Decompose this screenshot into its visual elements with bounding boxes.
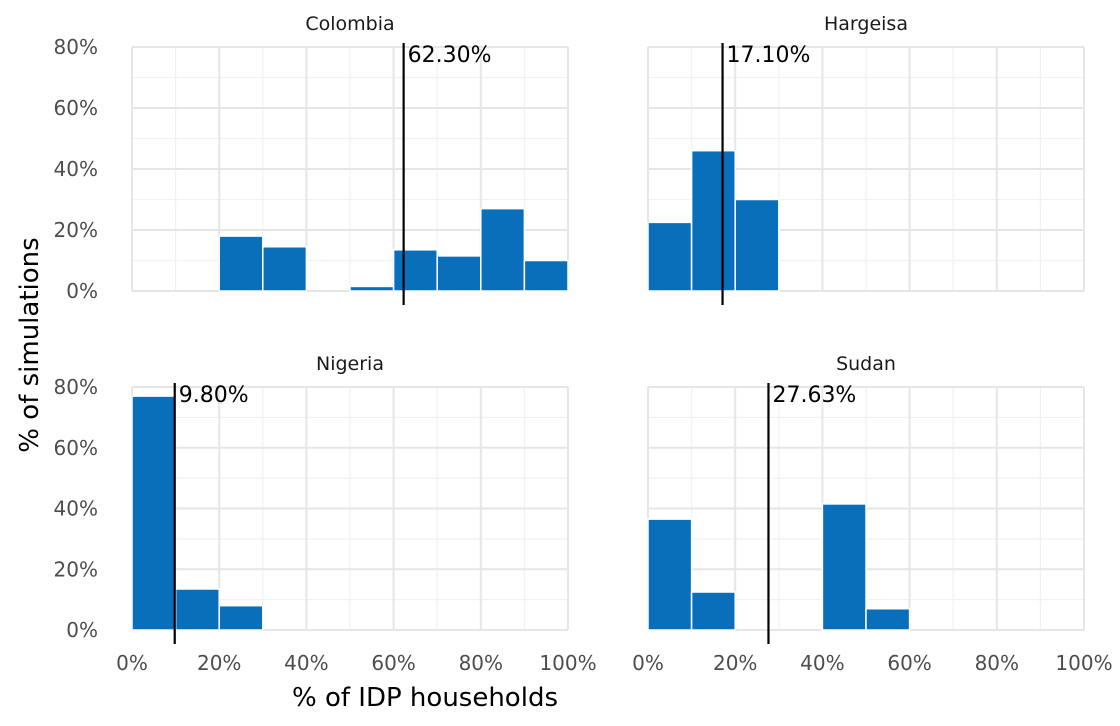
panel-title: Colombia bbox=[305, 13, 394, 35]
y-tick-label: 80% bbox=[54, 35, 98, 59]
y-tick-label: 40% bbox=[54, 497, 98, 521]
panels-layer: 62.30% Colombia 0% 20% 40% 60% 80% 17.10% Hargei… bbox=[54, 13, 1113, 675]
panel-colombia: 62.30% Colombia 0% 20% 40% 60% 80% bbox=[54, 13, 569, 305]
y-tick-label: 60% bbox=[54, 436, 98, 460]
reference-label: 17.10% bbox=[727, 43, 811, 68]
y-tick-label: 80% bbox=[54, 375, 98, 399]
panel-title: Sudan bbox=[836, 353, 896, 375]
x-tick-label: 0% bbox=[116, 651, 148, 675]
reference-label: 62.30% bbox=[408, 43, 492, 68]
histogram-bar bbox=[690, 591, 736, 631]
panel-title: Hargeisa bbox=[824, 13, 908, 35]
y-tick-label: 20% bbox=[54, 218, 98, 242]
histogram-bar bbox=[218, 604, 264, 631]
x-tick-label: 100% bbox=[539, 651, 596, 675]
y-tick-label: 0% bbox=[66, 279, 98, 303]
histogram-bar bbox=[349, 285, 395, 292]
histogram-bar bbox=[262, 246, 308, 292]
histogram-bar bbox=[218, 235, 264, 292]
histogram-bar bbox=[131, 395, 177, 631]
x-tick-label: 100% bbox=[1055, 651, 1112, 675]
panel-hargeisa: 17.10% Hargeisa bbox=[647, 13, 1085, 305]
histogram-bar bbox=[647, 518, 693, 631]
histogram-bar bbox=[392, 249, 438, 292]
panel-sudan: 27.63% Sudan 0% 20% 40% 60% 80% 100% bbox=[632, 353, 1112, 675]
histogram-bar bbox=[436, 255, 482, 292]
histogram-bar bbox=[821, 503, 867, 631]
x-tick-label: 40% bbox=[800, 651, 844, 675]
histogram-bar bbox=[174, 588, 220, 631]
x-tick-label: 80% bbox=[975, 651, 1019, 675]
x-axis-title: % of IDP households bbox=[292, 683, 558, 713]
histogram-bar bbox=[690, 149, 736, 292]
x-tick-label: 80% bbox=[459, 651, 503, 675]
panel-title: Nigeria bbox=[316, 353, 384, 375]
histogram-bar bbox=[480, 207, 526, 292]
y-tick-label: 40% bbox=[54, 157, 98, 181]
x-tick-label: 60% bbox=[371, 651, 415, 675]
histogram-bar bbox=[734, 198, 780, 292]
y-tick-label: 60% bbox=[54, 96, 98, 120]
histogram-bar bbox=[523, 259, 569, 292]
panel-nigeria: 9.80% Nigeria 0% 20% 40% 60% 80% 0% 20% 40% 60% 80%… bbox=[54, 353, 597, 675]
y-tick-label: 0% bbox=[66, 618, 98, 642]
x-tick-label: 0% bbox=[632, 651, 664, 675]
x-tick-label: 20% bbox=[713, 651, 757, 675]
x-tick-label: 20% bbox=[197, 651, 241, 675]
histogram-bar bbox=[647, 221, 693, 292]
x-tick-label: 40% bbox=[284, 651, 328, 675]
histogram-bar bbox=[865, 607, 911, 631]
reference-label: 27.63% bbox=[772, 383, 856, 408]
x-tick-label: 60% bbox=[887, 651, 931, 675]
reference-label: 9.80% bbox=[179, 383, 249, 408]
y-axis-title: % of simulations bbox=[15, 237, 45, 452]
y-tick-label: 20% bbox=[54, 557, 98, 581]
